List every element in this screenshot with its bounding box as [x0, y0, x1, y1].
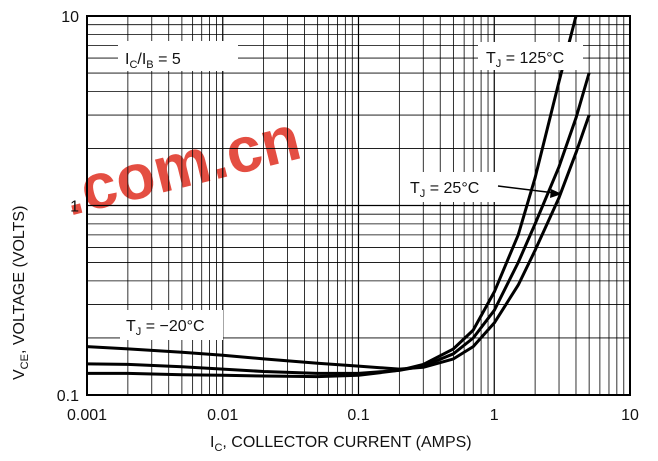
grid	[86, 16, 630, 396]
tj25-label-bg	[404, 172, 498, 202]
plot-frame	[86, 15, 631, 396]
ratio-label-bg	[118, 41, 238, 71]
y-tick-label: 1	[70, 199, 79, 216]
y-tick-label: 10	[61, 9, 79, 26]
x-tick-label: 0.001	[67, 407, 107, 424]
x-tick-label: 0.01	[207, 407, 238, 424]
watermark-text: .com.cn	[55, 101, 307, 229]
ratio-annotation: IC/IB = 5	[125, 51, 181, 71]
series-line-3	[86, 114, 591, 371]
tick-labels: 0.001 0.01 0.1 1 10 0.1 1 10	[57, 9, 639, 424]
tj25-annotation: TJ = 25°C	[410, 180, 479, 200]
tjm20-annotation: TJ = −20°C	[126, 318, 205, 338]
watermark: .com.cn	[55, 101, 307, 229]
tj25-arrowhead	[550, 189, 562, 198]
x-tick-label: 1	[490, 407, 499, 424]
tj125-annotation: TJ = 125°C	[486, 50, 564, 70]
y-axis-label: VCE, VOLTAGE (VOLTS)	[11, 206, 31, 380]
x-axis-label: IC, COLLECTOR CURRENT (AMPS)	[210, 434, 472, 454]
x-tick-label: 0.1	[347, 407, 369, 424]
tjm20-label-bg	[120, 310, 223, 340]
x-tick-label: 10	[621, 407, 639, 424]
y-tick-label: 0.1	[57, 388, 79, 405]
tj125-label-bg	[478, 42, 583, 70]
series-lines	[86, 15, 591, 379]
tj25-pointer	[497, 185, 556, 194]
